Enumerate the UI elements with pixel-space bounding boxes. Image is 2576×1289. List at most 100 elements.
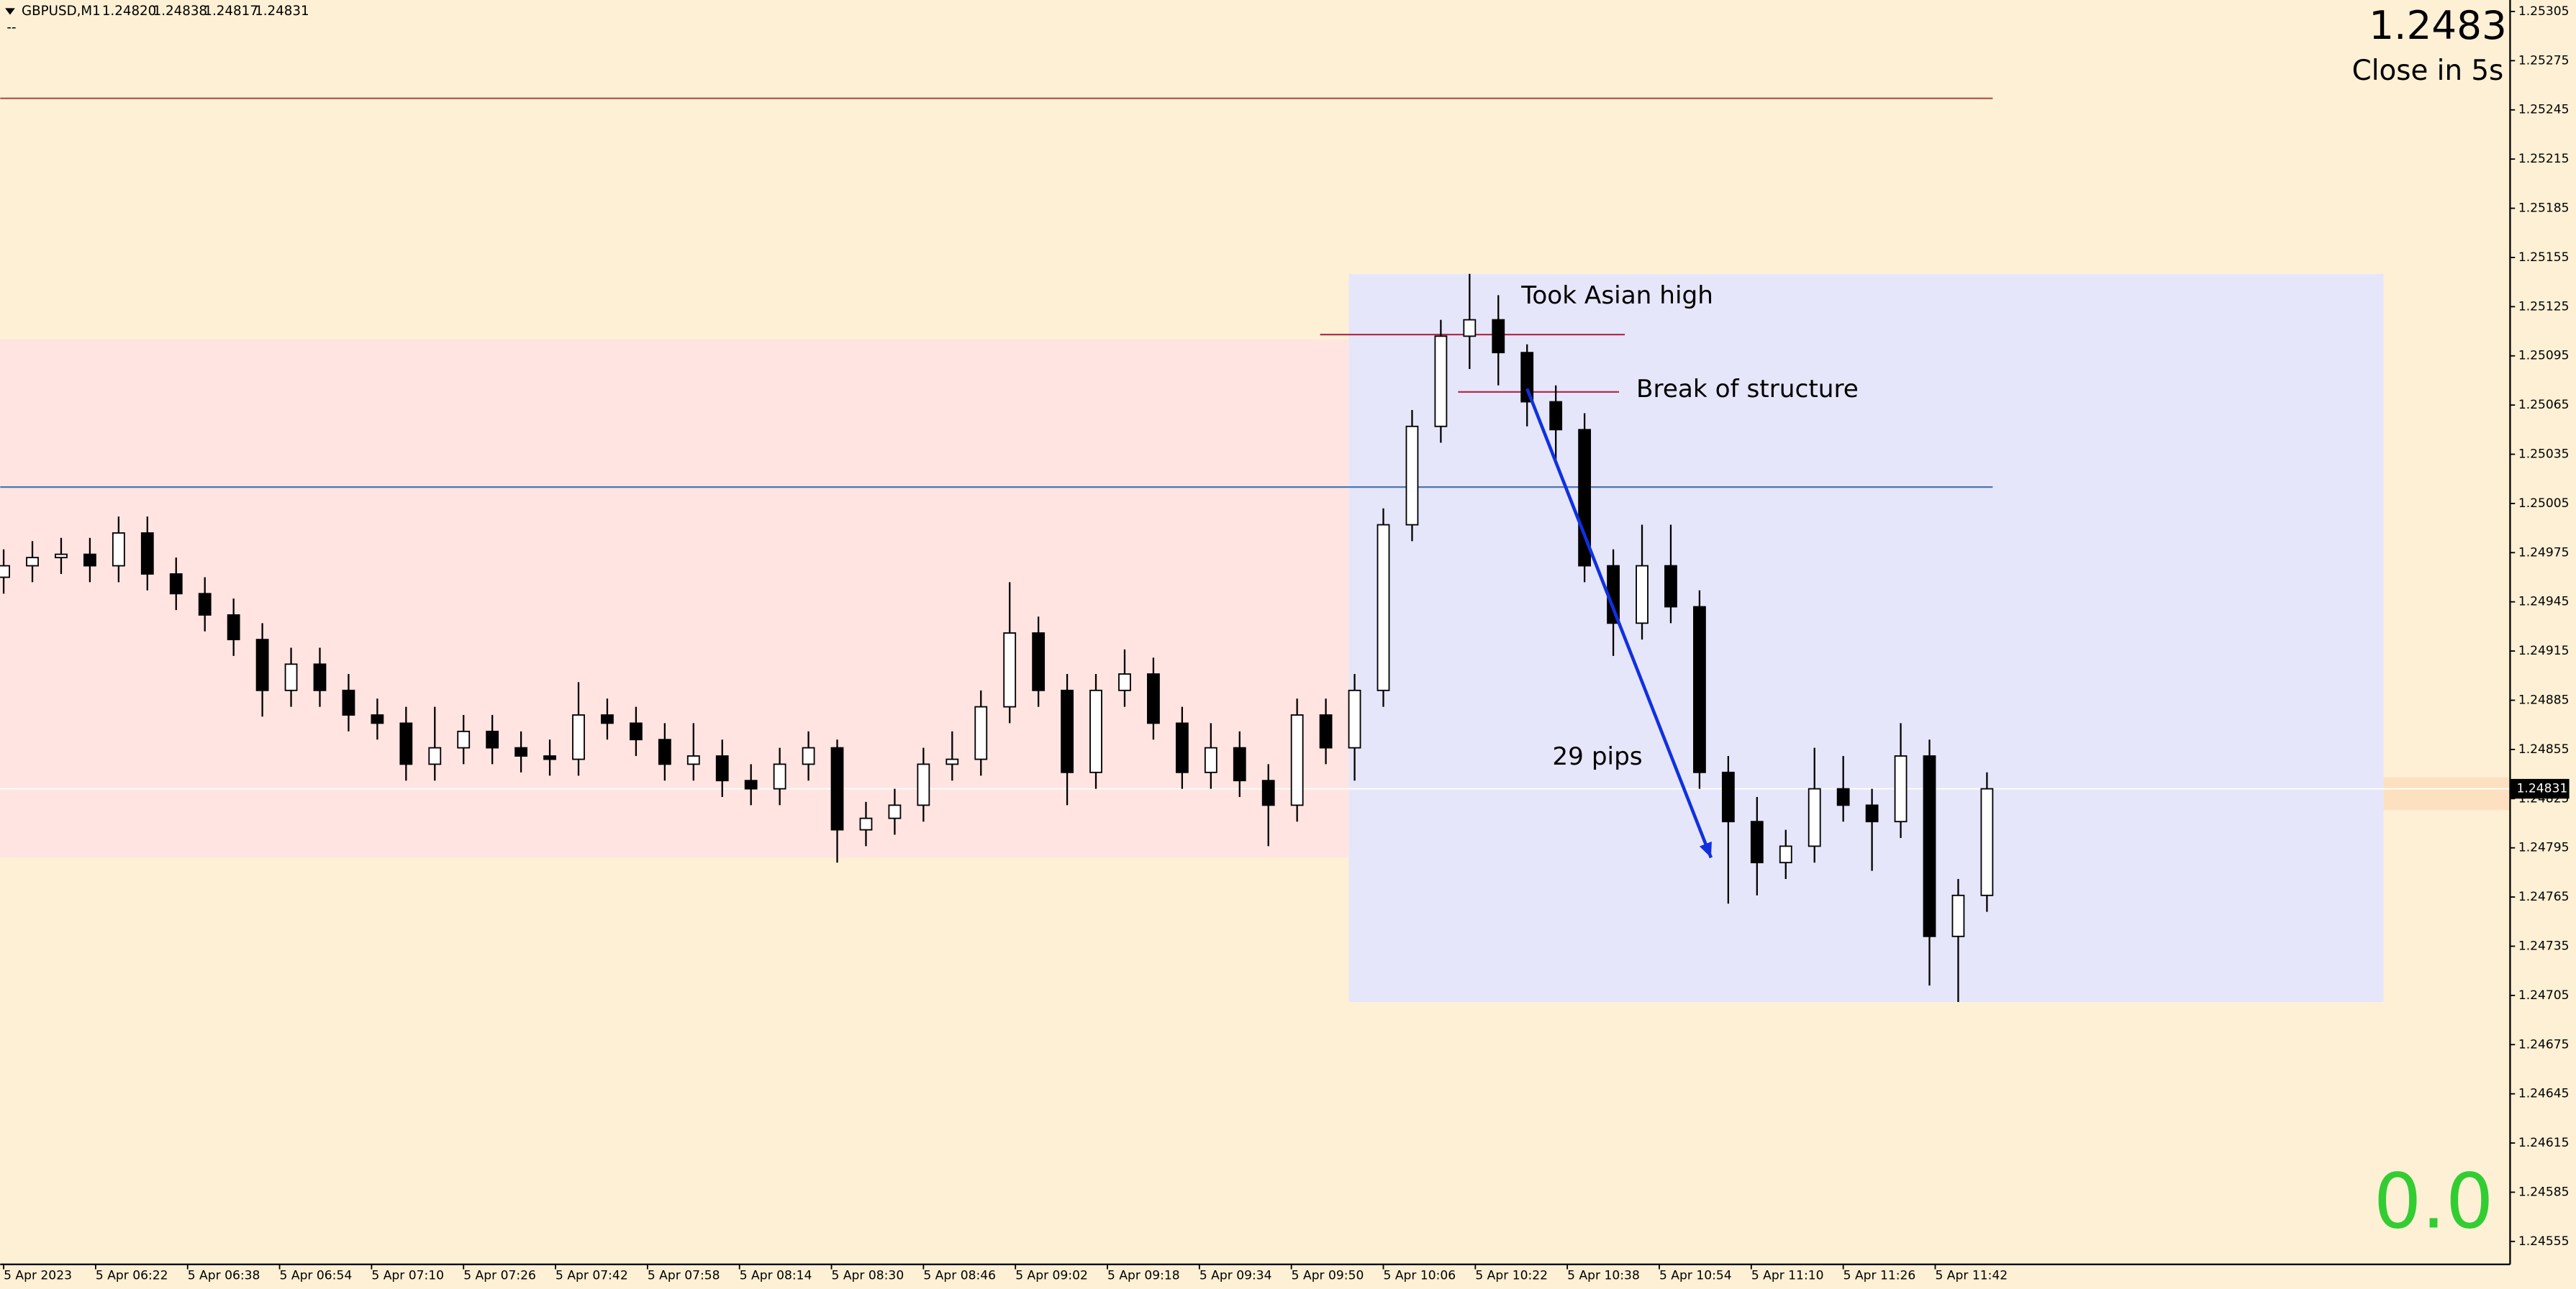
zone: [0, 339, 1349, 858]
y-tick-label: 1.24705: [2518, 988, 2570, 1003]
candle-body: [371, 714, 384, 724]
countdown: Close in 5s: [2352, 55, 2504, 87]
y-tick-label: 1.24675: [2518, 1037, 2570, 1052]
candle-body: [1520, 352, 1534, 403]
bid-label-box: [2510, 778, 2570, 799]
annotation: Took Asian high: [1520, 281, 1713, 310]
x-tick-label: 5 Apr 10:38: [1567, 1269, 1640, 1283]
x-tick-label: 5 Apr 06:38: [188, 1269, 260, 1283]
x-tick-label: 5 Apr 07:26: [463, 1269, 536, 1283]
x-tick-label: 5 Apr 08:14: [740, 1269, 812, 1283]
candle-body: [1089, 689, 1102, 773]
x-tick-label: 5 Apr 11:10: [1751, 1269, 1824, 1283]
candle-body: [1061, 689, 1074, 773]
y-tick-label: 1.25245: [2518, 103, 2570, 117]
y-tick-label: 1.24795: [2518, 841, 2570, 855]
candle-body: [715, 755, 729, 782]
x-tick-label: 5 Apr 08:46: [923, 1269, 996, 1283]
candle-body: [1147, 673, 1160, 724]
candle-body: [1118, 673, 1131, 691]
subtitle: --: [6, 20, 16, 35]
counter: 0.0: [2374, 1158, 2494, 1246]
candle-body: [1923, 755, 1936, 937]
y-tick-label: 1.25185: [2518, 201, 2570, 216]
x-tick-label: 5 Apr 2023: [4, 1269, 72, 1283]
candle-body: [284, 663, 298, 691]
candle-body: [1204, 747, 1217, 773]
candle-body: [1233, 747, 1246, 782]
y-tick-label: 1.24615: [2518, 1136, 2570, 1150]
objects: [0, 97, 2511, 790]
candle-body: [1636, 565, 1648, 624]
candle-body: [83, 553, 96, 567]
candle-body: [112, 532, 125, 567]
candle-body: [1721, 771, 1735, 823]
y-tick-label: 1.25035: [2518, 447, 2570, 462]
y-tick-label: 1.24915: [2518, 644, 2570, 658]
candle-body: [888, 804, 902, 819]
candle-body: [313, 663, 327, 691]
candle-body: [945, 758, 959, 765]
x-tick-label: 5 Apr 07:42: [555, 1269, 628, 1283]
x-tick-label: 5 Apr 07:58: [648, 1269, 720, 1283]
x-tick-label: 5 Apr 10:22: [1475, 1269, 1548, 1283]
arrow: [1525, 388, 1713, 859]
candle-body: [1290, 714, 1304, 806]
y-tick-label: 1.25095: [2518, 349, 2570, 363]
candle-body: [1032, 632, 1046, 691]
y-tick-label: 1.25275: [2518, 53, 2570, 68]
candle-body: [1779, 845, 1792, 864]
quote-value: 1.24820: [102, 4, 156, 19]
symbol: GBPUSD,M1: [22, 4, 101, 19]
candle-body: [1836, 788, 1850, 806]
candle-body: [1434, 335, 1448, 427]
candle-body: [1664, 565, 1677, 608]
x-tick-label: 5 Apr 07:10: [371, 1269, 444, 1283]
x-tick-label: 5 Apr 11:42: [1935, 1269, 2008, 1283]
y-tick-label: 1.25125: [2518, 299, 2570, 314]
candle-body: [1261, 780, 1275, 806]
candle-body: [169, 573, 183, 595]
arrow-head: [1699, 841, 1712, 858]
candle-body: [486, 730, 499, 749]
candle-body: [744, 780, 758, 790]
candle-body: [1348, 689, 1361, 749]
x-tick-label: 5 Apr 10:54: [1659, 1269, 1732, 1283]
candle-body: [1808, 788, 1821, 847]
annotation: 29 pips: [1552, 742, 1642, 771]
x-tick-label: 5 Apr 06:54: [280, 1269, 353, 1283]
price-display: 1.2483: [2369, 2, 2507, 48]
candle-body: [686, 755, 700, 765]
y-tick-label: 1.25005: [2518, 496, 2570, 511]
candle-body: [1319, 714, 1333, 749]
candle-body: [0, 565, 10, 578]
candle-body: [629, 722, 643, 741]
y-tick-label: 1.24645: [2518, 1087, 2570, 1101]
candle-body: [974, 706, 988, 760]
candle-body: [658, 739, 671, 765]
candle-body: [255, 639, 269, 691]
candle-body: [342, 689, 355, 716]
candle-body: [1405, 425, 1419, 526]
candle-body: [572, 714, 585, 760]
candle-body: [1865, 804, 1879, 823]
candle-body: [227, 614, 240, 641]
candle-body: [457, 730, 471, 749]
x-tick-label: 5 Apr 09:50: [1292, 1269, 1364, 1283]
y-tick-label: 1.25305: [2518, 4, 2570, 19]
candle-body: [802, 747, 815, 765]
candle-body: [140, 532, 154, 575]
candle-body: [830, 747, 844, 831]
candle-body: [399, 722, 413, 765]
quote-value: 1.24838: [153, 4, 207, 19]
bid-label: 1.24831: [2517, 782, 2568, 796]
candle-body: [1980, 788, 1994, 896]
candle-body: [1003, 632, 1017, 708]
overlay: Took Asian high Break of structure 29 pips: [1520, 281, 1859, 859]
candle-body: [543, 755, 556, 760]
zone: [1348, 273, 2384, 1002]
x-tick-label: 5 Apr 09:18: [1107, 1269, 1180, 1283]
candle-body: [1377, 524, 1390, 691]
candle-body: [773, 763, 786, 790]
candle-body: [1693, 606, 1706, 773]
